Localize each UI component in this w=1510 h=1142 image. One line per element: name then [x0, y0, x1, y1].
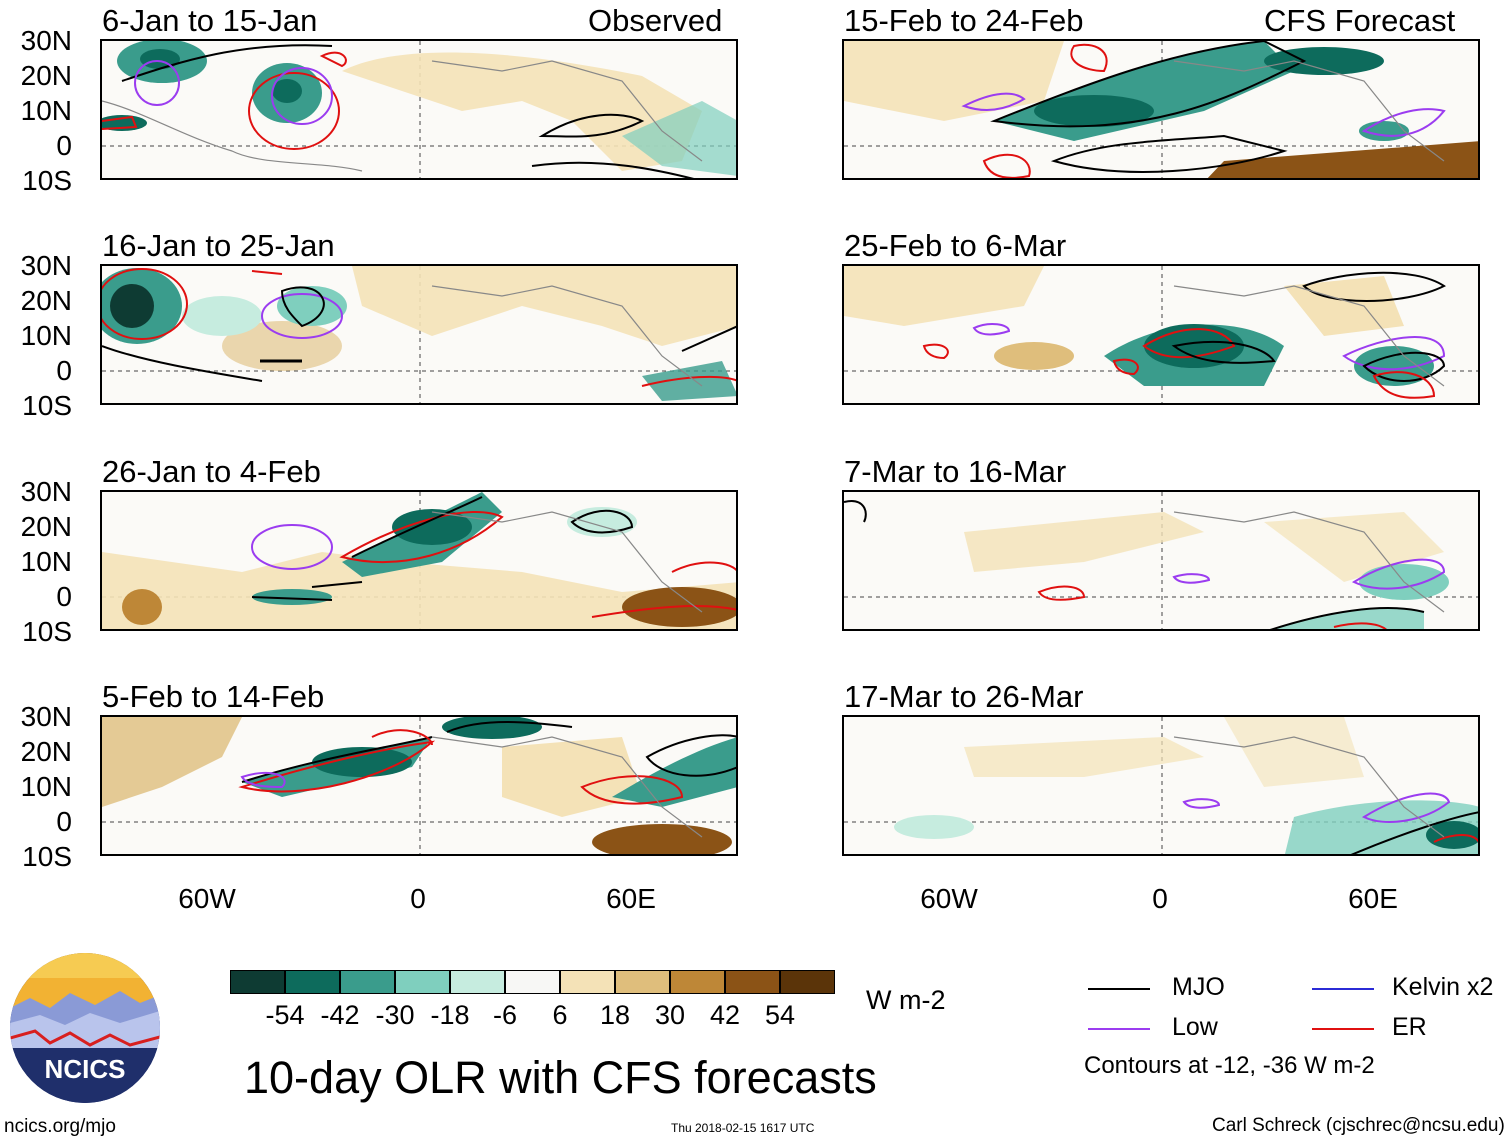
colorbar-label: -6 — [492, 1000, 517, 1030]
colorbar-swatch — [395, 970, 450, 994]
panel-title-fc-2: 25-Feb to 6-Mar — [844, 228, 1067, 263]
lat-10n: 10N — [20, 771, 72, 802]
colorbar-label: 42 — [709, 1000, 741, 1030]
lat-10n: 10N — [20, 546, 72, 577]
lat-30n: 30N — [20, 25, 72, 56]
map-panel-obs-2 — [100, 264, 738, 405]
legend-line-low — [1088, 1028, 1150, 1030]
colorbar-label: 6 — [552, 1000, 568, 1030]
lat-20n: 20N — [20, 736, 72, 767]
lat-20n: 20N — [20, 511, 72, 542]
footer-timestamp: Thu 2018-02-15 1617 UTC — [671, 1121, 815, 1135]
legend-label-mjo: MJO — [1172, 973, 1225, 1001]
colorbar-label: 30 — [654, 1000, 686, 1030]
observed-label: Observed — [588, 3, 723, 38]
colorbar-swatch — [560, 970, 615, 994]
map-panel-fc-3 — [842, 490, 1480, 631]
cfs-forecast-label: CFS Forecast — [1264, 3, 1456, 38]
colorbar-swatch — [725, 970, 780, 994]
colorbar-label: -54 — [265, 1000, 305, 1030]
legend-contour-note: Contours at -12, -36 W m-2 — [1084, 1052, 1375, 1079]
colorbar-swatch — [615, 970, 670, 994]
lat-20n: 20N — [20, 285, 72, 316]
colorbar-label: 54 — [764, 1000, 796, 1030]
lat-30n: 30N — [20, 250, 72, 281]
olr-map-graphic — [844, 266, 1478, 403]
legend-label-low: Low — [1172, 1013, 1218, 1041]
colorbar-swatch — [285, 970, 340, 994]
olr-map-graphic — [844, 492, 1478, 629]
colorbar-swatch — [670, 970, 725, 994]
lon-60e: 60E — [606, 883, 656, 914]
footer-credit: Carl Schreck (cjschrec@ncsu.edu) — [1212, 1115, 1505, 1136]
map-panel-obs-1 — [100, 39, 738, 180]
lat-10s: 10S — [22, 390, 72, 421]
lon-0: 0 — [410, 883, 426, 914]
lon-60w: 60W — [178, 883, 236, 914]
legend-label-er: ER — [1392, 1013, 1427, 1041]
lat-10s: 10S — [22, 616, 72, 647]
lat-0: 0 — [56, 130, 72, 161]
lat-0: 0 — [56, 355, 72, 386]
olr-map-graphic — [102, 492, 736, 629]
lat-10s: 10S — [22, 841, 72, 872]
lat-30n: 30N — [20, 701, 72, 732]
olr-map-graphic — [844, 41, 1478, 178]
map-panel-fc-2 — [842, 264, 1480, 405]
ncics-logo: NCICS — [10, 953, 160, 1103]
lon-60w: 60W — [920, 883, 978, 914]
colorbar-swatch — [505, 970, 560, 994]
map-panel-fc-4 — [842, 715, 1480, 856]
map-panel-obs-4 — [100, 715, 738, 856]
colorbar-label: 18 — [599, 1000, 631, 1030]
olr-map-graphic — [102, 266, 736, 403]
ncics-logo-graphic: NCICS — [10, 953, 160, 1103]
map-panel-fc-1 — [842, 39, 1480, 180]
colorbar-swatch — [230, 970, 285, 994]
lat-0: 0 — [56, 581, 72, 612]
colorbar-label: -30 — [375, 1000, 415, 1030]
map-panel-obs-3 — [100, 490, 738, 631]
lat-10n: 10N — [20, 320, 72, 351]
lon-60e: 60E — [1348, 883, 1398, 914]
colorbar-swatch — [450, 970, 505, 994]
footer-url[interactable]: ncics.org/mjo — [4, 1116, 116, 1137]
colorbar-label: -18 — [430, 1000, 470, 1030]
legend-line-mjo — [1088, 988, 1150, 990]
lat-10s: 10S — [22, 165, 72, 196]
panel-title-fc-3: 7-Mar to 16-Mar — [844, 454, 1067, 489]
olr-map-graphic — [102, 717, 736, 854]
legend-label-kelvin: Kelvin x2 — [1392, 973, 1494, 1001]
panel-title-fc-4: 17-Mar to 26-Mar — [844, 679, 1084, 714]
olr-map-graphic — [102, 41, 736, 178]
colorbar-label: -42 — [320, 1000, 360, 1030]
lat-30n: 30N — [20, 476, 72, 507]
panel-title-obs-3: 26-Jan to 4-Feb — [102, 454, 321, 489]
panel-title-obs-1: 6-Jan to 15-Jan — [102, 3, 318, 38]
panel-title-obs-4: 5-Feb to 14-Feb — [102, 679, 325, 714]
lat-0: 0 — [56, 806, 72, 837]
logo-text: NCICS — [45, 1054, 126, 1084]
legend-line-er — [1312, 1028, 1374, 1030]
colorbar-units: W m-2 — [866, 985, 946, 1015]
lat-10n: 10N — [20, 95, 72, 126]
panel-title-obs-2: 16-Jan to 25-Jan — [102, 228, 335, 263]
lat-20n: 20N — [20, 60, 72, 91]
legend-line-kelvin — [1312, 988, 1374, 990]
colorbar-swatch — [780, 970, 835, 994]
panel-title-fc-1: 15-Feb to 24-Feb — [844, 3, 1084, 38]
figure-title: 10-day OLR with CFS forecasts — [244, 1052, 877, 1103]
lon-0: 0 — [1152, 883, 1168, 914]
colorbar-swatch — [340, 970, 395, 994]
olr-map-graphic — [844, 717, 1478, 854]
